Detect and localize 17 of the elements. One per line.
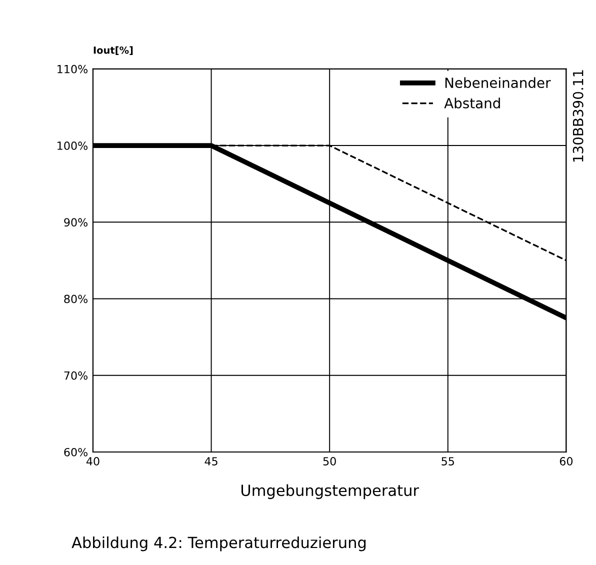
x-tick-label: 50	[323, 457, 336, 466]
y-tick-label: 70%	[64, 371, 88, 380]
legend-label: Abstand	[444, 98, 500, 108]
y-axis-title: Iout[%]	[94, 46, 133, 55]
x-axis-title: Umgebungstemperatur	[241, 484, 420, 500]
y-tick-label: 100%	[58, 142, 88, 150]
x-tick-label: 40	[86, 457, 100, 466]
legend-label: Nebeneinander	[445, 77, 551, 88]
text: Abbildung 4.2: Temperaturreduzierung	[72, 536, 366, 552]
y-tick-label: 110%	[58, 64, 88, 74]
x-tick-label: 60	[560, 457, 573, 466]
text: 130BB390.11	[572, 70, 584, 162]
x-tick-label: 45	[204, 457, 218, 466]
y-tick-label: 60%	[64, 448, 88, 456]
y-tick-label: 80%	[64, 294, 88, 304]
y-tick-label: 90%	[64, 218, 88, 227]
x-tick-label: 55	[442, 457, 454, 466]
